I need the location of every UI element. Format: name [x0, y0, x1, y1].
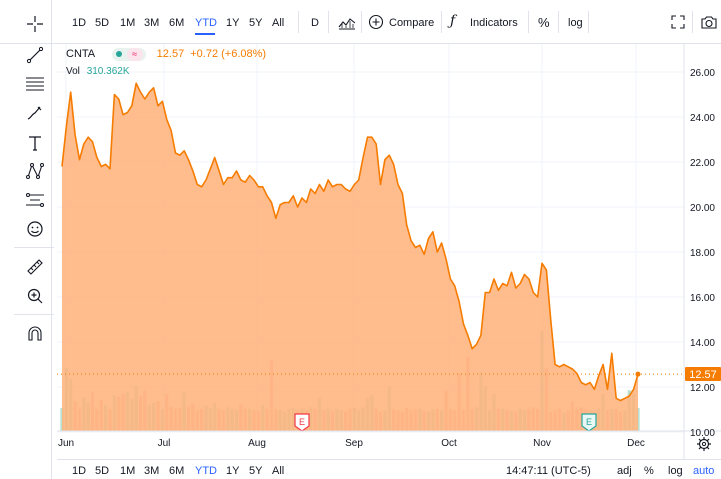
active-range-underline [195, 33, 215, 35]
settings-icon[interactable] [697, 437, 711, 451]
bottom-range-3m[interactable]: 3M [144, 465, 160, 477]
prediction-icon[interactable] [21, 188, 49, 212]
toolbar-divider [328, 11, 329, 33]
volume-value: 310.362K [86, 66, 130, 77]
range-button-5y[interactable]: 5Y [249, 17, 263, 29]
horizontal-lines-icon[interactable] [21, 72, 49, 96]
y-tick-label: 18.00 [690, 248, 715, 259]
x-tick-label: Aug [248, 438, 266, 449]
symbol-legend: CNTA ≈ 12.57 +0.72 (+6.08%) [66, 47, 266, 61]
y-axis: 26.00 24.00 22.00 20.00 18.00 16.00 14.00 12.00… [690, 68, 715, 439]
earnings-marker-icon[interactable] [581, 413, 597, 432]
earnings-marker-label: E [586, 417, 592, 427]
sidebar-divider [14, 314, 54, 315]
range-button-ytd[interactable]: YTD [195, 17, 217, 29]
range-button-3m[interactable]: 3M [144, 17, 160, 29]
crosshair-icon[interactable] [21, 12, 49, 36]
toolbar-divider [558, 11, 559, 33]
toolbar-divider [692, 11, 693, 33]
range-button-1d[interactable]: 1D [72, 17, 87, 29]
price-area [62, 83, 638, 432]
x-tick-label: Sep [345, 438, 363, 449]
percent-toggle[interactable]: % [644, 465, 654, 477]
volume-legend: Vol 310.362K [66, 66, 130, 77]
market-status-badge: ≈ [111, 47, 146, 61]
y-tick-label: 26.00 [690, 68, 715, 79]
text-icon[interactable] [21, 131, 49, 155]
percent-button[interactable]: % [538, 15, 550, 30]
bottom-range-5y[interactable]: 5Y [249, 465, 263, 477]
range-button-all[interactable]: All [272, 17, 285, 29]
range-button-6m[interactable]: 6M [169, 17, 185, 29]
fullscreen-icon[interactable] [670, 14, 686, 30]
log-button[interactable]: log [568, 17, 583, 29]
symbol-name[interactable]: CNTA [66, 48, 95, 60]
range-button-1m[interactable]: 1M [120, 17, 136, 29]
pattern-icon[interactable] [21, 159, 49, 183]
earnings-marker-label: E [299, 417, 305, 427]
toolbar-divider [361, 11, 362, 33]
y-tick-label: 24.00 [690, 113, 715, 124]
price-change: +0.72 (+6.08%) [190, 48, 267, 60]
x-axis: Jun Jul Aug Sep Oct Nov Dec [58, 438, 645, 449]
bottom-range-all[interactable]: All [272, 465, 285, 477]
bottom-range-6m[interactable]: 6M [169, 465, 185, 477]
adj-toggle[interactable]: adj [617, 465, 632, 477]
x-tick-label: Jun [58, 438, 74, 449]
range-button-1y[interactable]: 1Y [226, 17, 240, 29]
compare-icon[interactable] [368, 14, 384, 30]
indicators-button[interactable]: Indicators [470, 17, 518, 29]
delayed-data-icon: ≈ [126, 47, 143, 61]
earnings-marker-icon[interactable] [294, 413, 310, 432]
auto-toggle[interactable]: auto [693, 465, 715, 477]
price-line [61, 82, 639, 402]
toolbar-divider [528, 11, 529, 33]
zoom-in-icon[interactable] [21, 284, 49, 308]
top-toolbar: 1D 5D 1M 3M 6M YTD 1Y 5Y All D Compare ƒ… [0, 0, 721, 44]
x-tick-label: Jul [158, 438, 171, 449]
trend-line-icon[interactable] [21, 43, 49, 67]
bottom-range-ytd[interactable]: YTD [195, 465, 217, 477]
last-price-marker [635, 371, 641, 377]
y-tick-label: 22.00 [690, 158, 715, 169]
drawing-toolbar [0, 0, 54, 479]
compare-button[interactable]: Compare [389, 17, 435, 29]
emoji-icon[interactable] [21, 217, 49, 241]
sidebar-divider [14, 247, 54, 248]
y-tick-label: 20.00 [690, 203, 715, 214]
y-tick-label: 10.00 [690, 428, 715, 439]
y-tick-label: 16.00 [690, 293, 715, 304]
brush-icon[interactable] [21, 101, 49, 125]
log-toggle[interactable]: log [668, 465, 683, 477]
bottom-toolbar: 1D 5D 1M 3M 6M YTD 1Y 5Y All 14:47:11 (U… [57, 459, 721, 479]
last-price-tag-label: 12.57 [689, 369, 717, 381]
last-price: 12.57 [156, 48, 185, 60]
clock-time[interactable]: 14:47:11 (UTC-5) [506, 465, 591, 477]
market-open-dot-icon [115, 51, 122, 58]
ruler-icon[interactable] [21, 255, 49, 279]
volume-label: Vol [66, 66, 80, 77]
toolbar-divider [588, 11, 589, 33]
last-price-tag [685, 367, 721, 381]
indicators-icon[interactable]: ƒ [450, 13, 456, 29]
bottom-range-1d[interactable]: 1D [72, 465, 87, 477]
y-tick-label: 14.00 [690, 338, 715, 349]
bottom-range-1m[interactable]: 1M [120, 465, 136, 477]
chart-style-icon[interactable] [338, 14, 356, 30]
x-tick-label: Nov [533, 438, 551, 449]
range-button-5d[interactable]: 5D [95, 17, 110, 29]
magnet-icon[interactable] [21, 322, 49, 346]
x-tick-label: Dec [627, 438, 645, 449]
y-tick-label: 12.00 [690, 383, 715, 394]
bottom-range-1y[interactable]: 1Y [226, 465, 240, 477]
toolbar-divider [441, 11, 442, 33]
camera-icon[interactable] [700, 14, 718, 30]
toolbar-divider [298, 11, 299, 33]
bottom-range-5d[interactable]: 5D [95, 465, 110, 477]
interval-button[interactable]: D [311, 17, 319, 29]
x-tick-label: Oct [441, 438, 457, 449]
